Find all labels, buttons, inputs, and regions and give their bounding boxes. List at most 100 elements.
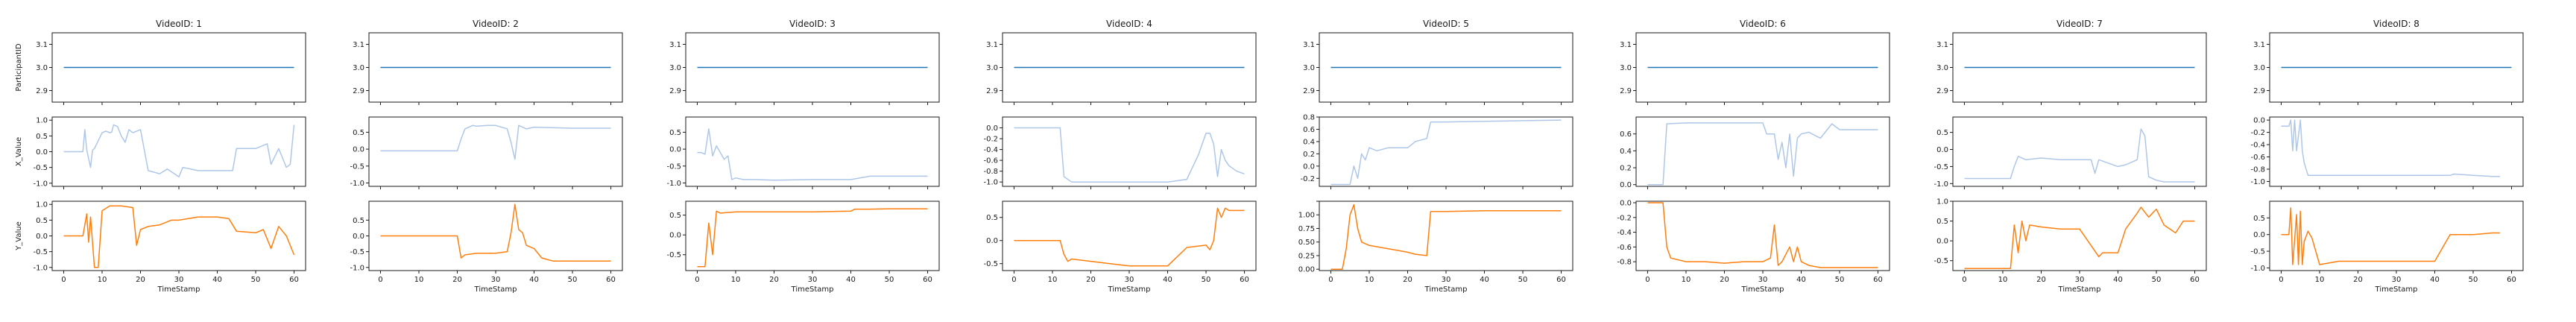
subplot-x_value-video-4: -1.0 -0.8 -0.6 -0.4 -0.2 0.0 (983, 116, 1257, 189)
y-tick-label: 2.9 (353, 87, 364, 95)
y-tick-label: -0.5 (33, 164, 48, 172)
subplot-participantid-video-8: 2.9 3.0 3.1 VideoID: 8 (2253, 19, 2524, 105)
subplot-participantid-video-1: 2.9 3.0 3.1 VideoID: 1 ParticipantID (15, 19, 306, 105)
subplot-y_value-video-2: 0 10 20 30 40 50 60 -1.0 -0.5 0.0 0.5 TimeStamp (350, 201, 623, 294)
y-tick-label: 0.0 (986, 237, 998, 245)
axes-frame (51, 201, 306, 271)
y-tick-label: 0.00 (1298, 266, 1315, 274)
y-tick-label: 0.6 (1620, 130, 1632, 139)
x-tick-label: 0 (1645, 276, 1650, 284)
y-tick-label: -0.8 (983, 168, 998, 176)
subplot-x_value-video-3: -1.0 -0.5 0.0 0.5 (666, 116, 940, 189)
x-tick-label: 0 (2279, 276, 2283, 284)
y-tick-label: 0.0 (1620, 199, 1632, 207)
y-tick-label: 3.1 (1620, 41, 1632, 49)
y-tick-label: 0.0 (36, 148, 48, 157)
x-tick-label: 40 (846, 276, 856, 284)
subplot-x_value-video-1: -1.0 -0.5 0.0 0.5 1.0 X_Value (15, 116, 306, 189)
y-tick-label: 1.00 (1298, 212, 1315, 220)
y-tick-label: -0.5 (2250, 248, 2265, 256)
y-tick-label: 3.1 (1303, 41, 1315, 49)
y-tick-label: -1.0 (2250, 178, 2265, 186)
y-tick-label: -0.8 (2250, 165, 2265, 174)
x-tick-label: 10 (1682, 276, 1691, 284)
x-axis-label: TimeStamp (474, 285, 517, 294)
x-tick-label: 10 (2315, 276, 2325, 284)
x-tick-label: 0 (1962, 276, 1966, 284)
x-tick-label: 10 (731, 276, 741, 284)
y-axis-label: X_Value (15, 137, 23, 166)
y-tick-label: 2.9 (36, 87, 48, 95)
column-title: VideoID: 2 (473, 19, 519, 29)
series-line-x_value-video-4 (1014, 127, 1245, 183)
x-tick-label: 10 (1048, 276, 1058, 284)
x-tick-label: 30 (2392, 276, 2402, 284)
y-tick-label: 0.0 (1303, 162, 1315, 171)
subplot-y_value-video-1: 0 10 20 30 40 50 60 -1.0 -0.5 0.0 0.5 1.0 TimeStamp Y… (15, 201, 306, 294)
x-tick-label: 60 (2190, 276, 2200, 284)
subplot-x_value-video-6: 0.0 0.2 0.4 0.6 (1620, 116, 1890, 189)
column-title: VideoID: 1 (156, 19, 202, 29)
x-tick-label: 60 (289, 276, 299, 284)
axes-frame (1635, 201, 1890, 271)
axes-frame (2269, 201, 2524, 271)
subplot-participantid-video-5: 2.9 3.0 3.1 VideoID: 5 (1303, 19, 1573, 105)
series-line-x_value-video-5 (1330, 119, 1562, 186)
x-tick-label: 50 (885, 276, 894, 284)
y-tick-label: 3.1 (353, 41, 364, 49)
axes-frame (368, 116, 623, 187)
x-tick-label: 50 (251, 276, 261, 284)
y-tick-label: 1.0 (1936, 198, 1948, 206)
y-axis-label: ParticipantID (15, 43, 23, 91)
y-axis-label: Y_Value (15, 221, 23, 251)
x-tick-label: 60 (1556, 276, 1566, 284)
y-tick-label: -1.0 (33, 180, 48, 188)
y-tick-label: -0.5 (350, 162, 364, 171)
column-title: VideoID: 4 (1106, 19, 1152, 29)
y-tick-label: -1.0 (33, 264, 48, 272)
y-tick-label: 1.0 (36, 117, 48, 125)
y-tick-label: 0.5 (669, 212, 681, 220)
y-tick-label: 3.0 (1620, 64, 1632, 72)
y-tick-label: -1.0 (350, 180, 364, 188)
y-tick-label: 3.0 (986, 64, 998, 72)
x-tick-label: 40 (529, 276, 539, 284)
x-tick-label: 0 (695, 276, 699, 284)
y-tick-label: 0.5 (353, 217, 364, 225)
x-tick-label: 20 (1720, 276, 1729, 284)
series-line-x_value-video-7 (1964, 128, 2195, 183)
y-tick-label: -1.0 (1933, 180, 1948, 189)
y-tick-label: 0.5 (36, 133, 48, 141)
subplot-y_value-video-7: 0 10 20 30 40 50 60 -0.5 0.0 0.5 1.0 TimeStamp (1933, 198, 2207, 294)
y-tick-label: 3.1 (36, 41, 48, 49)
subplot-x_value-video-7: -1.0 -0.5 0.0 0.5 (1933, 116, 2207, 189)
y-tick-label: 3.0 (2253, 64, 2265, 72)
x-tick-label: 30 (1758, 276, 1768, 284)
y-tick-label: 0.75 (1298, 225, 1315, 233)
y-tick-label: -0.2 (2250, 129, 2265, 137)
y-tick-label: -0.4 (1617, 229, 1632, 237)
x-tick-label: 40 (1163, 276, 1172, 284)
x-tick-label: 20 (1403, 276, 1412, 284)
y-tick-label: -0.5 (1933, 257, 1948, 265)
y-tick-label: -0.6 (983, 157, 998, 165)
series-line-y_value-video-3 (697, 208, 928, 268)
x-tick-label: 10 (414, 276, 424, 284)
y-tick-label: -0.2 (983, 136, 998, 144)
y-tick-label: 3.0 (669, 64, 681, 72)
axes-frame (1002, 201, 1257, 271)
x-tick-label: 0 (1328, 276, 1333, 284)
x-tick-label: 50 (568, 276, 578, 284)
y-tick-label: 0.0 (1620, 181, 1632, 189)
y-tick-label: 0.0 (36, 233, 48, 241)
y-tick-label: -0.5 (666, 251, 681, 259)
column-title: VideoID: 6 (1740, 19, 1786, 29)
series-line-y_value-video-1 (63, 205, 295, 268)
y-tick-label: 0.5 (986, 214, 998, 222)
axes-frame (1635, 116, 1890, 187)
y-tick-label: 3.0 (1303, 64, 1315, 72)
x-tick-label: 30 (491, 276, 501, 284)
y-tick-label: 0.0 (2253, 231, 2265, 239)
y-tick-label: 0.4 (1303, 138, 1315, 146)
